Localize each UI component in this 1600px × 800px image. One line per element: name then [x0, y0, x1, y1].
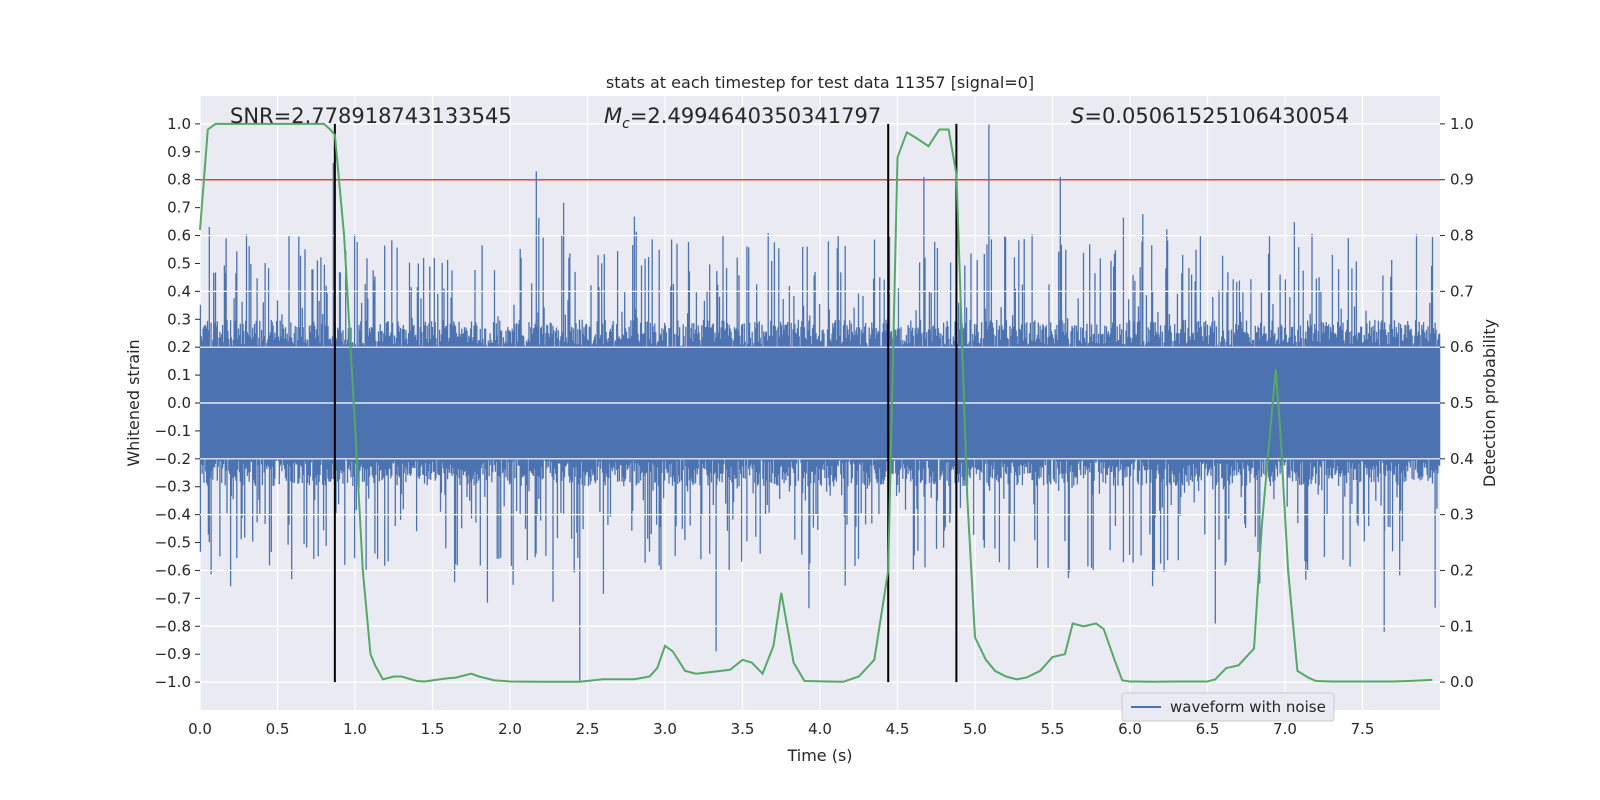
x-axis-label: Time (s): [786, 746, 852, 765]
probability-series: [199, 122, 1433, 683]
chart-title: stats at each timestep for test data 113…: [606, 73, 1034, 92]
y-tick-label: 0.2: [167, 338, 191, 356]
x-tick-label: 0.5: [266, 720, 290, 738]
y-right-tick-label: 0.2: [1450, 561, 1474, 579]
y-right-tick-label: 0.9: [1450, 171, 1474, 189]
snr-annotation: SNR=2.778918743133545: [230, 104, 512, 128]
x-tick-label: 3.5: [731, 720, 755, 738]
x-tick-label: 0.0: [188, 720, 212, 738]
y-right-tick-label: 0.0: [1450, 673, 1474, 691]
y-tick-label: 0.5: [167, 254, 191, 272]
y-tick-label: 0.0: [167, 394, 191, 412]
x-tick-label: 1.0: [343, 720, 367, 738]
legend-box: [1121, 692, 1335, 722]
legend: waveform with noise: [1121, 692, 1335, 722]
y-right-tick-label: 0.5: [1450, 394, 1474, 412]
y-right-tick-label: 0.7: [1450, 282, 1474, 300]
x-tick-label: 4.0: [808, 720, 832, 738]
x-tick-label: 1.5: [421, 720, 445, 738]
y-tick-label: −0.1: [155, 422, 191, 440]
waveform-series: [199, 123, 1441, 683]
x-tick-label: 3.0: [653, 720, 677, 738]
y-ticks-right: 1.0 0.9 0.8 0.7 0.6 0.5 0.4 0.3 0.2 0.1 0.0: [1440, 115, 1474, 691]
y-tick-label: 0.6: [167, 227, 191, 245]
y-tick-label: −0.4: [155, 506, 191, 524]
y-tick-label: −0.2: [155, 450, 191, 468]
mc-symbol: M: [604, 104, 622, 128]
y-axis-label: Whitened strain: [124, 339, 143, 466]
y-tick-label: 0.1: [167, 366, 191, 384]
y-tick-label: 0.7: [167, 199, 191, 217]
s-annotation: S=0.05061525106430054: [1071, 104, 1349, 128]
y-axis-label-right: Detection probability: [1480, 319, 1499, 487]
y-tick-label: −1.0: [155, 673, 191, 691]
y-right-tick-label: 0.3: [1450, 506, 1474, 524]
y-right-tick-label: 0.1: [1450, 617, 1474, 635]
vertical-markers: [333, 123, 958, 683]
x-tick-label: 6.0: [1118, 720, 1142, 738]
y-right-tick-label: 0.4: [1450, 450, 1474, 468]
x-tick-label: 2.5: [576, 720, 600, 738]
y-right-tick-label: 0.8: [1450, 227, 1474, 245]
y-tick-label: −0.7: [155, 589, 191, 607]
y-tick-label: −0.8: [155, 617, 191, 635]
x-tick-label: 2.0: [498, 720, 522, 738]
x-tick-label: 5.5: [1041, 720, 1065, 738]
y-tick-label: 0.4: [167, 282, 191, 300]
y-tick-label: 0.3: [167, 310, 191, 328]
mc-annotation: Mc=2.4994640350341797: [604, 104, 881, 132]
x-tick-label: 5.0: [963, 720, 987, 738]
mc-value: =2.4994640350341797: [630, 104, 881, 128]
mc-subscript: c: [622, 116, 630, 132]
x-tick-label: 6.5: [1196, 720, 1220, 738]
y-tick-label: 0.9: [167, 143, 191, 161]
x-ticks: 0.0 0.5 1.0 1.5 2.0 2.5 3.0 3.5 4.0 4.5 5.0 5.5 6.0 6…: [188, 720, 1374, 738]
y-ticks-left: 1.0 0.9 0.8 0.7 0.6 0.5 0.4 0.3 0.2 0.1 0.0 −0.1 −0.…: [155, 115, 200, 691]
x-tick-label: 7.5: [1351, 720, 1375, 738]
y-right-tick-label: 0.6: [1450, 338, 1474, 356]
legend-label: waveform with noise: [1170, 698, 1326, 716]
y-tick-label: −0.6: [155, 561, 191, 579]
y-tick-label: 1.0: [167, 115, 191, 133]
y-tick-label: −0.3: [155, 478, 191, 496]
x-tick-label: 7.0: [1273, 720, 1297, 738]
s-symbol: S: [1071, 104, 1084, 128]
s-value: =0.05061525106430054: [1084, 104, 1349, 128]
y-tick-label: −0.9: [155, 645, 191, 663]
x-tick-label: 4.5: [886, 720, 910, 738]
y-tick-label: 0.8: [167, 171, 191, 189]
y-right-tick-label: 1.0: [1450, 115, 1474, 133]
y-tick-label: −0.5: [155, 534, 191, 552]
